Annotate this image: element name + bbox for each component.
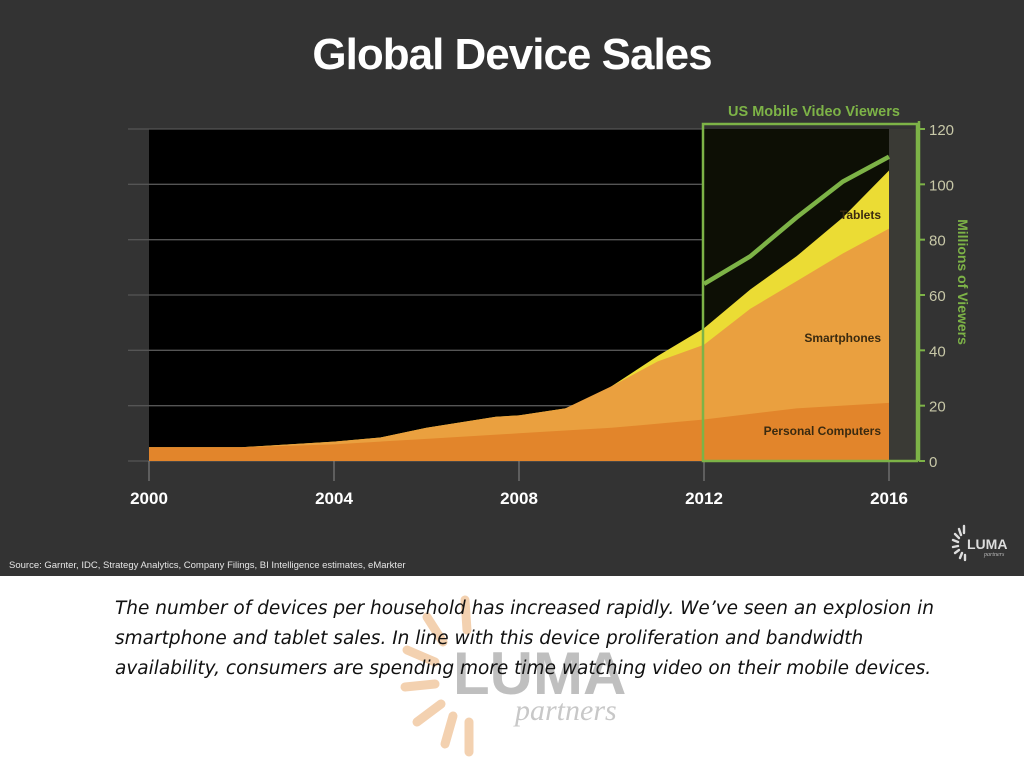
logo-subtext: partners bbox=[983, 552, 1005, 558]
x-tick-label: 2004 bbox=[315, 489, 353, 508]
series-label: Personal Computers bbox=[764, 424, 882, 438]
y-tick-label: 40 bbox=[929, 343, 946, 360]
y-tick-label: 100 bbox=[929, 177, 954, 194]
y-tick-label: 60 bbox=[929, 288, 946, 305]
y-tick-label: 80 bbox=[929, 233, 946, 250]
logo-text: LUMA bbox=[967, 536, 1007, 552]
series-labels: Tablets Smartphones Personal Computers bbox=[764, 208, 882, 438]
plot-right-strip bbox=[889, 129, 917, 461]
y-tick-label: 0 bbox=[929, 454, 937, 471]
watermark-text: LUMA bbox=[453, 640, 626, 707]
y-tick-label: 20 bbox=[929, 399, 946, 416]
x-tick-label: 2016 bbox=[870, 489, 908, 508]
overlay-frame bbox=[701, 122, 919, 463]
x-tick-label: 2000 bbox=[130, 489, 168, 508]
x-tick-label: 2008 bbox=[500, 489, 538, 508]
x-axis: 2000 2004 2008 2012 2016 bbox=[130, 461, 908, 508]
chart-title: Global Device Sales bbox=[312, 30, 712, 79]
y-tick-label: 120 bbox=[929, 122, 954, 139]
series-label: Smartphones bbox=[804, 331, 881, 345]
luma-watermark: LUMA partners bbox=[400, 595, 626, 757]
chart: 2000 2004 2008 2012 2016 0 20 40 60 80 100 120 Mill… bbox=[128, 104, 971, 508]
x-tick-label: 2012 bbox=[685, 489, 723, 508]
sunburst-watermark-icon bbox=[400, 595, 474, 757]
overlay-title: US Mobile Video Viewers bbox=[728, 104, 900, 120]
caption-text: The number of devices per household has … bbox=[115, 598, 934, 679]
source-note: Source: Garnter, IDC, Strategy Analytics… bbox=[9, 560, 406, 571]
slide: Global Device Sales 2000 2004 2008 2012 2016… bbox=[0, 0, 1024, 576]
luma-logo: LUMA partners bbox=[951, 524, 1007, 562]
series-label: Tablets bbox=[840, 208, 881, 222]
overlay-box: US Mobile Video Viewers bbox=[701, 104, 919, 463]
y-axis-right: 0 20 40 60 80 100 120 Millions of Viewers bbox=[917, 121, 971, 471]
sunburst-icon bbox=[951, 524, 967, 562]
y-axis-title: Millions of Viewers bbox=[955, 219, 971, 345]
watermark-subtext: partners bbox=[513, 694, 617, 727]
